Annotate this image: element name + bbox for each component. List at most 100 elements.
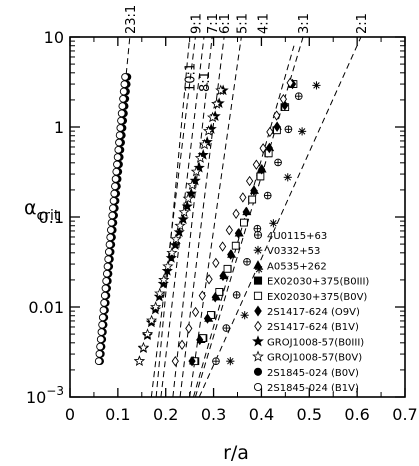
data-point [188, 355, 196, 367]
x-tick-label: 0.2 [153, 405, 178, 424]
data-point [104, 255, 113, 263]
data-point [118, 102, 127, 110]
data-point [189, 174, 201, 186]
resonance-label: 2:1 [355, 13, 370, 34]
data-point [121, 73, 129, 81]
y-tick-label-base: 10 [26, 388, 46, 407]
data-point [283, 173, 292, 182]
data-point [113, 153, 122, 161]
data-point [114, 145, 123, 154]
data-point [111, 182, 119, 191]
resonance-label: 5:1 [235, 13, 250, 34]
data-point [253, 367, 263, 376]
resonance-label: 23:1 [124, 5, 139, 34]
data-point [252, 335, 264, 347]
data-point [269, 219, 278, 228]
data-point [263, 191, 272, 200]
resonance-curve [179, 36, 225, 398]
y-tick-label: 10−3 [26, 384, 64, 407]
data-point [232, 208, 240, 220]
x-tick-label: 0.7 [392, 405, 417, 424]
data-point [219, 270, 227, 282]
data-point [119, 87, 128, 96]
data-point [102, 277, 110, 285]
resonance-labels: 23:1 9:1 7:16:1 5:1 4:1 3:1 2:1 10:1 8:1 [124, 5, 370, 92]
data-point [212, 257, 220, 269]
data-point [141, 328, 154, 339]
legend-label: GROJ1008-57(B0III) [267, 337, 364, 348]
data-point [284, 125, 293, 134]
data-point [191, 306, 200, 318]
data-point [133, 355, 145, 366]
x-tick-label: 0.1 [105, 405, 130, 424]
data-point [157, 277, 169, 289]
data-point [166, 247, 178, 258]
data-point [234, 228, 243, 239]
legend-item: EX02030+375(B0III) [253, 276, 369, 288]
data-point [223, 264, 232, 273]
resonance-label: 7:1 [206, 13, 221, 34]
legend-item: EX02030+375(B0V) [253, 291, 367, 303]
legend-label: V0332+53 [267, 246, 320, 257]
x-axis-label: r/a [223, 442, 249, 464]
legend-label: 4U0115+63 [267, 231, 327, 242]
data-point [98, 320, 106, 329]
data-point [99, 306, 108, 315]
data-point [312, 81, 321, 90]
data-point [158, 274, 170, 285]
data-point [95, 350, 104, 358]
data-point [181, 200, 193, 212]
resonance-label: 6:1 [218, 13, 233, 34]
y-axis-label-main: α [24, 197, 37, 219]
data-point [226, 357, 235, 366]
data-point [215, 84, 227, 96]
resonance-label: 9:1 [189, 13, 204, 34]
legend-label: 2S1845-024 (B0V) [267, 368, 359, 379]
data-point [174, 219, 186, 231]
data-point [103, 262, 112, 271]
data-point [253, 230, 263, 240]
data-point [178, 206, 190, 218]
data-point [215, 288, 224, 296]
x-tick-label: 0 [65, 405, 75, 424]
legend-item: 2S1845-024 (B0V) [253, 367, 359, 379]
resonance-curve [172, 36, 213, 398]
data-point [212, 357, 220, 366]
legend-item: 2S1417-624 (B1V) [254, 320, 359, 333]
data-point [115, 131, 124, 140]
data-point [259, 143, 267, 154]
data-point [294, 92, 303, 101]
legend-label: GROJ1008-57(B0V) [267, 353, 362, 364]
data-point [274, 158, 282, 167]
data-point [243, 257, 251, 266]
data-point [137, 341, 150, 353]
data-point [100, 291, 109, 300]
legend-label: EX02030+375(B0III) [267, 277, 369, 288]
legend: 4U0115+63 V0332+53 A0535+262 EX02030+375(B0… [252, 230, 369, 394]
data-point [116, 124, 125, 132]
data-point [258, 164, 266, 175]
data-point [196, 334, 204, 346]
data-point [154, 287, 166, 299]
y-axis-label: αcrit [24, 197, 60, 224]
data-point [273, 110, 281, 121]
y-tick-label: 0.01 [28, 298, 64, 317]
data-point [107, 218, 116, 227]
data-point [194, 152, 206, 163]
data-point [266, 126, 274, 138]
data-point [240, 218, 248, 227]
x-tick-label: 0.3 [201, 405, 226, 424]
data-point [115, 138, 123, 147]
legend-item: GROJ1008-57(B0III) [252, 335, 364, 348]
x-tick-label: 0.6 [344, 405, 369, 424]
data-point [202, 125, 215, 136]
data-point [273, 121, 281, 132]
data-point [162, 260, 174, 272]
y-tick-label: 1 [54, 118, 64, 137]
data-point [253, 260, 263, 269]
data-point [109, 196, 118, 205]
legend-item: A0535+262 [253, 260, 327, 272]
legend-label: A0535+262 [267, 261, 327, 272]
data-point [253, 276, 263, 285]
